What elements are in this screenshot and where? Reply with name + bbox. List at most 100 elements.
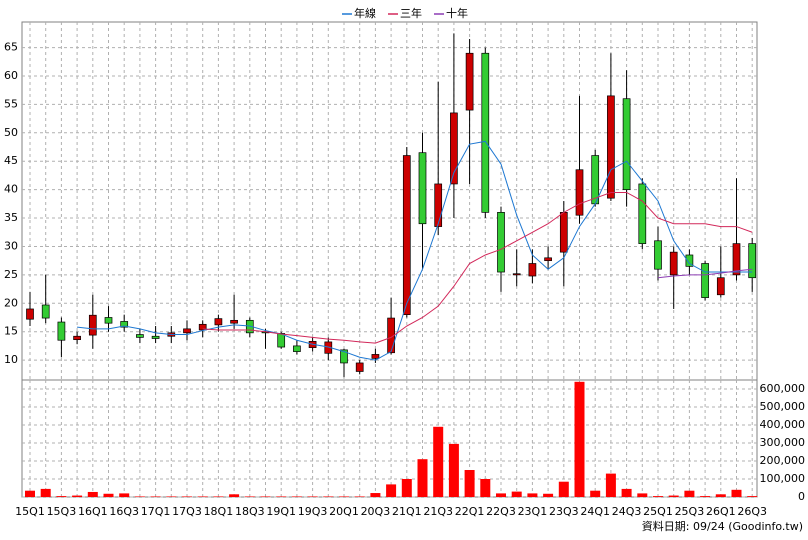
- candle-body: [701, 263, 709, 298]
- candle-body: [497, 212, 505, 273]
- candle-body: [214, 318, 223, 326]
- volume-bar: [323, 496, 334, 497]
- candle-body: [57, 321, 66, 341]
- volume-bar: [464, 470, 475, 497]
- x-tick-label: 21Q3: [423, 505, 453, 518]
- candle-body: [73, 335, 81, 341]
- volume-bar: [40, 488, 51, 497]
- x-tick-label: 22Q3: [486, 505, 516, 518]
- candle-body: [607, 95, 615, 199]
- y-tick-label: 20: [4, 296, 18, 309]
- y-tick-label: 40: [4, 183, 18, 196]
- volume-bar: [119, 493, 130, 497]
- candle-body: [293, 345, 301, 352]
- x-tick-label: 21Q1: [392, 505, 422, 518]
- candle-body: [136, 334, 144, 338]
- candle-body: [685, 254, 694, 267]
- x-tick-label: 18Q1: [204, 505, 234, 518]
- grid: [22, 22, 757, 498]
- volume-bar: [417, 459, 428, 497]
- volume-bar: [103, 493, 114, 497]
- candle-body: [591, 155, 600, 205]
- volume-bar: [213, 496, 224, 497]
- volume-bar: [401, 479, 412, 497]
- candle-body: [402, 155, 411, 316]
- candle-body: [151, 335, 160, 339]
- volume-bar: [480, 479, 491, 497]
- candle-body: [748, 243, 757, 279]
- x-tick-label: 25Q1: [643, 505, 673, 518]
- volume-bar: [72, 495, 83, 497]
- x-tick-label: 16Q3: [109, 505, 139, 518]
- x-tick-label: 15Q3: [47, 505, 77, 518]
- candle-body: [465, 52, 474, 111]
- ma-line: [657, 268, 753, 279]
- volume-bar: [496, 493, 506, 497]
- y-tick-label: 10: [4, 353, 18, 366]
- candle-body: [716, 277, 725, 296]
- candle-body: [512, 273, 521, 276]
- volume-bar: [260, 496, 271, 497]
- volume-bar: [543, 493, 554, 497]
- candle-body: [104, 317, 113, 324]
- volume-bar: [339, 496, 349, 497]
- volume-bar: [182, 496, 192, 497]
- candle-body: [277, 333, 286, 348]
- volume-bar: [166, 496, 177, 497]
- volume-bar: [511, 491, 522, 497]
- volume-bar: [700, 496, 711, 497]
- candle-body: [638, 183, 647, 244]
- candle-body: [654, 240, 662, 270]
- y-tick-label: 15: [4, 325, 18, 338]
- volume-bar: [637, 493, 648, 497]
- volume-bar: [448, 443, 459, 497]
- candle-body: [669, 251, 678, 276]
- candle-body: [26, 308, 34, 320]
- x-tick-label: 20Q1: [329, 505, 359, 518]
- x-tick-label: 20Q3: [361, 505, 391, 518]
- volume-bar: [747, 496, 758, 497]
- legend-label: 三年: [400, 6, 422, 20]
- y-tick-label: 60: [4, 69, 18, 82]
- volume-bar: [605, 473, 616, 497]
- y2-tick-label: 400,000: [760, 418, 806, 431]
- volume-bar: [134, 496, 145, 497]
- volume-bar: [574, 381, 585, 497]
- y-tick-label: 35: [4, 211, 18, 224]
- x-tick-label: 16Q1: [78, 505, 108, 518]
- candle-body: [88, 314, 97, 336]
- y2-tick-label: 100,000: [760, 472, 806, 485]
- candle-body: [183, 328, 191, 334]
- volume-bar: [307, 496, 318, 497]
- legend-label: 年線: [354, 6, 376, 20]
- volume-bar: [558, 481, 569, 497]
- candle-body: [732, 243, 741, 276]
- volume-bar: [276, 496, 287, 497]
- x-tick-label: 23Q3: [549, 505, 579, 518]
- volume-bar: [354, 496, 365, 497]
- x-tick-label: 26Q1: [706, 505, 736, 518]
- x-tick-label: 15Q1: [15, 505, 45, 518]
- x-tick-label: 19Q3: [298, 505, 328, 518]
- volume-bar: [527, 493, 538, 497]
- volume-bar: [621, 488, 632, 497]
- candle-body: [622, 98, 631, 190]
- x-tick-label: 22Q1: [455, 505, 485, 518]
- volume-bar: [668, 495, 679, 497]
- y2-tick-label: 300,000: [760, 436, 806, 449]
- x-tick-label: 24Q1: [580, 505, 610, 518]
- volume-bar: [590, 490, 601, 497]
- x-tick-label: 17Q3: [172, 505, 202, 518]
- volume-bar: [197, 496, 208, 497]
- candle-body: [575, 169, 584, 216]
- x-tick-label: 23Q1: [518, 505, 548, 518]
- y-tick-label: 65: [4, 41, 18, 54]
- candle-body: [528, 263, 537, 277]
- volume-bar: [386, 484, 397, 497]
- candle-body: [198, 323, 207, 331]
- volume-panel: [21, 379, 758, 498]
- volume-bar: [731, 489, 742, 497]
- candle-body: [559, 212, 568, 253]
- candle-body: [450, 112, 458, 185]
- volume-bar: [244, 496, 255, 497]
